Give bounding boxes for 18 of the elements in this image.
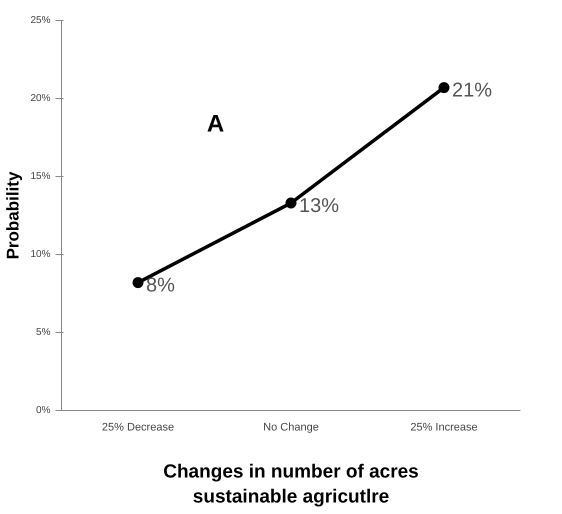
y-tick-label: 5% bbox=[36, 327, 51, 338]
x-tick-label: 25% Increase bbox=[410, 422, 478, 434]
x-tick-label: No Change bbox=[263, 422, 319, 434]
y-axis-title: Probability bbox=[3, 171, 22, 260]
y-tick-label: 25% bbox=[30, 15, 51, 26]
point bbox=[438, 82, 450, 94]
y-tick-label: 20% bbox=[30, 93, 51, 104]
data-label: 8% bbox=[146, 274, 176, 297]
data-label: 13% bbox=[299, 195, 340, 218]
annotation: A bbox=[206, 110, 224, 138]
x-axis-title: Changes in number of acres sustainable agricutlre bbox=[163, 462, 419, 508]
x-tick-label: 25% Decrease bbox=[102, 422, 174, 434]
y-tick-label: 10% bbox=[30, 249, 51, 260]
data-label: 21% bbox=[452, 80, 492, 102]
y-tick-label: 15% bbox=[30, 171, 51, 182]
y-tick-label: 0% bbox=[36, 405, 51, 416]
point bbox=[286, 198, 296, 209]
point bbox=[132, 277, 144, 288]
